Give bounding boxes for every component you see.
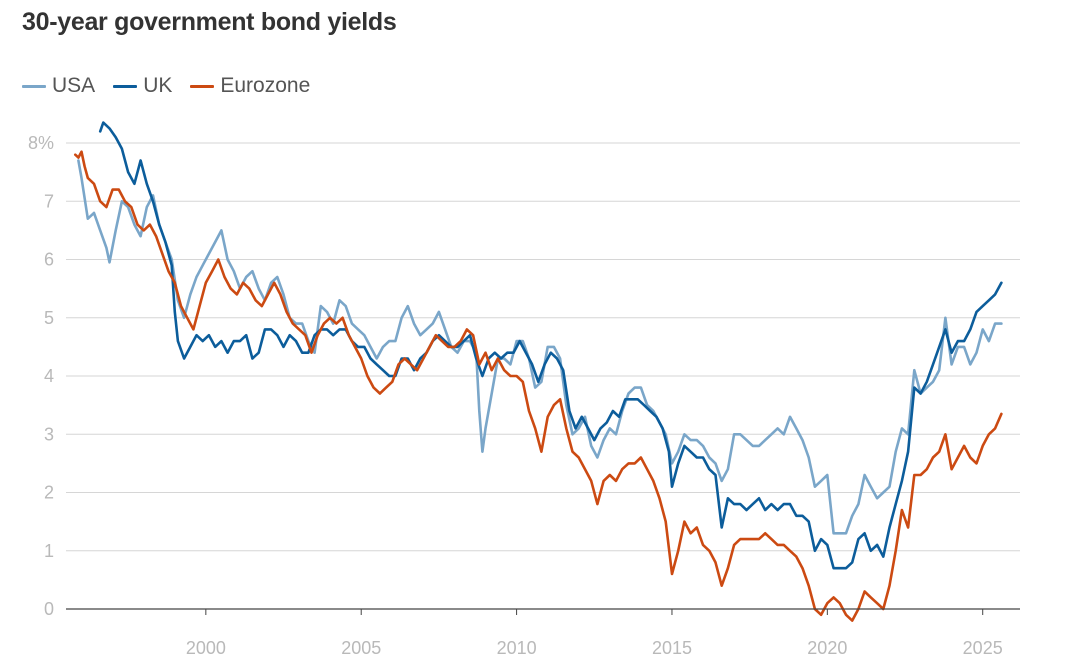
y-tick-label: 6	[44, 250, 54, 270]
x-tick-label: 2005	[341, 638, 381, 658]
legend-label-usa: USA	[52, 74, 96, 97]
legend: USA UK Eurozone	[22, 74, 310, 98]
x-axis-ticks: 2000 2005 2010 2015 2020 2025	[186, 609, 1003, 658]
series-line-usa	[77, 159, 1003, 535]
y-tick-label: 4	[44, 366, 54, 386]
series-line-eurozone	[74, 150, 1003, 622]
y-tick-label: 1	[44, 541, 54, 561]
x-tick-label: 2015	[652, 638, 692, 658]
chart-title: 30-year government bond yields	[22, 8, 397, 36]
y-axis-ticks: 0 1 2 3 4 5 6 7 8%	[28, 133, 54, 619]
series-lines	[74, 121, 1003, 622]
legend-item-eurozone: Eurozone	[190, 74, 310, 98]
legend-swatch-usa	[22, 84, 46, 88]
y-tick-label: 2	[44, 483, 54, 503]
legend-swatch-uk	[113, 84, 138, 88]
x-tick-label: 2000	[186, 638, 226, 658]
y-tick-label: 7	[44, 191, 54, 211]
y-tick-label: 3	[44, 424, 54, 444]
x-tick-label: 2020	[807, 638, 847, 658]
y-tick-label: 5	[44, 308, 54, 328]
legend-item-uk: UK	[113, 74, 172, 98]
series-line-uk	[98, 121, 1003, 570]
legend-item-usa: USA	[22, 74, 95, 98]
x-tick-label: 2025	[963, 638, 1003, 658]
gridlines	[66, 142, 1020, 552]
legend-swatch-eurozone	[190, 84, 215, 88]
y-tick-label: 8%	[28, 133, 54, 153]
legend-label-uk: UK	[143, 74, 173, 97]
legend-label-eurozone: Eurozone	[220, 74, 311, 97]
x-tick-label: 2010	[497, 638, 537, 658]
y-tick-label: 0	[44, 599, 54, 619]
